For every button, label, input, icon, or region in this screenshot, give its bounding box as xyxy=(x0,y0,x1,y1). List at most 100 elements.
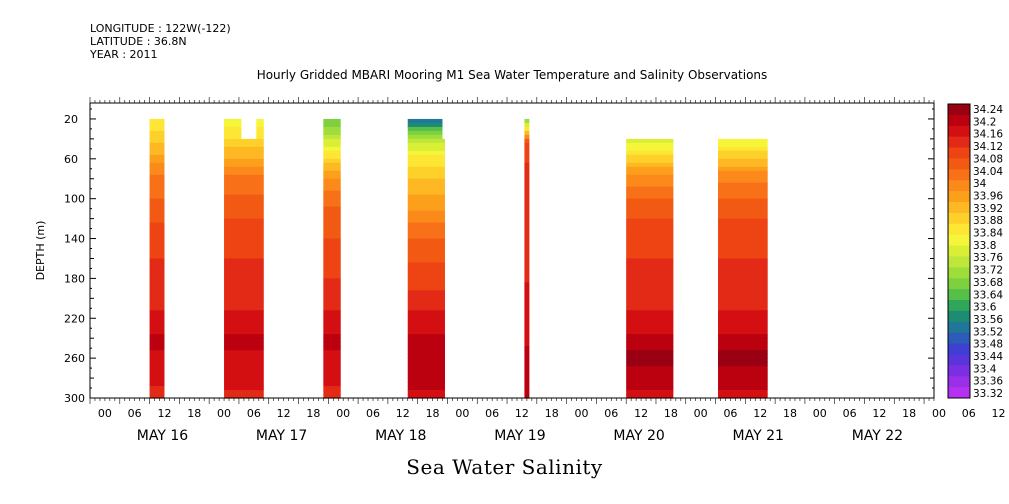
colorbar-swatch xyxy=(948,256,970,268)
data-cell xyxy=(323,242,341,248)
data-cell xyxy=(524,214,530,220)
colorbar-label: 33.6 xyxy=(973,302,997,314)
data-cell xyxy=(407,270,445,276)
colorbar-label: 34 xyxy=(973,178,987,190)
data-cell xyxy=(149,210,165,216)
data-cell xyxy=(524,274,530,280)
data-cell xyxy=(718,366,768,371)
data-cell xyxy=(323,386,341,391)
data-cell xyxy=(524,158,530,164)
data-cell xyxy=(524,230,530,236)
data-cell xyxy=(626,222,674,228)
colorbar-swatch xyxy=(948,300,970,312)
data-cell xyxy=(524,354,530,359)
data-cell xyxy=(524,350,530,355)
data-cell xyxy=(224,250,264,256)
data-cell xyxy=(718,298,768,303)
data-cell xyxy=(524,122,530,128)
data-cell xyxy=(524,130,530,136)
data-cell xyxy=(626,314,674,319)
colorbar-swatch xyxy=(948,234,970,247)
data-cell xyxy=(718,274,768,280)
colorbar-label: 33.96 xyxy=(973,190,1003,202)
data-cell xyxy=(718,238,768,244)
data-cell xyxy=(718,370,768,375)
data-cell xyxy=(524,326,530,331)
colorbar-label: 33.64 xyxy=(973,289,1003,301)
data-cell xyxy=(524,126,530,132)
x-hour-label: 00 xyxy=(336,407,350,420)
data-cell xyxy=(626,166,674,172)
data-cell xyxy=(626,154,674,160)
data-cell xyxy=(323,142,341,148)
data-cell xyxy=(224,162,264,168)
data-cell xyxy=(407,202,445,208)
data-cell xyxy=(224,222,264,228)
data-cell xyxy=(224,358,264,363)
data-cell xyxy=(626,206,674,212)
data-cell xyxy=(149,342,165,347)
data-cell xyxy=(626,282,674,287)
data-cell xyxy=(626,138,674,144)
colorbar-frame xyxy=(947,103,971,399)
data-cell xyxy=(718,254,768,260)
data-cell xyxy=(718,286,768,291)
data-cell xyxy=(626,150,674,156)
data-cell xyxy=(407,354,445,359)
colorbar-swatch xyxy=(948,202,970,214)
data-cell xyxy=(224,350,264,355)
data-cell xyxy=(718,166,768,172)
data-cell xyxy=(626,390,674,395)
data-cell xyxy=(626,302,674,307)
x-hour-label: 18 xyxy=(545,407,559,420)
data-cell xyxy=(718,246,768,252)
data-cell xyxy=(626,274,674,280)
data-cell xyxy=(407,306,445,311)
data-cell xyxy=(524,342,530,347)
data-cell xyxy=(149,318,165,323)
x-hour-label: 18 xyxy=(664,407,678,420)
data-block xyxy=(224,118,264,399)
data-cell xyxy=(323,166,341,172)
colorbar-swatch xyxy=(948,267,970,279)
data-cell xyxy=(224,318,264,323)
data-cell xyxy=(323,370,341,375)
data-cell xyxy=(224,242,264,248)
missing-data-gap xyxy=(442,114,445,139)
data-cell xyxy=(224,346,264,351)
data-cell xyxy=(149,386,165,391)
x-hour-label: 06 xyxy=(962,407,976,420)
data-cell xyxy=(524,322,530,327)
x-hour-label: 12 xyxy=(872,407,886,420)
data-cell xyxy=(626,346,674,351)
data-cell xyxy=(718,186,768,192)
data-cell xyxy=(224,390,264,395)
data-cell xyxy=(149,366,165,371)
colorbar-label: 33.88 xyxy=(973,215,1003,227)
data-cell xyxy=(524,282,530,287)
data-cell xyxy=(407,118,445,124)
x-hour-label: 06 xyxy=(485,407,499,420)
data-cell xyxy=(718,382,768,387)
data-cell xyxy=(149,350,165,355)
data-cell xyxy=(626,378,674,383)
data-cell xyxy=(224,290,264,295)
x-hour-label: 00 xyxy=(98,407,112,420)
data-cell xyxy=(323,390,341,395)
data-cell xyxy=(323,362,341,367)
data-cell xyxy=(718,338,768,343)
data-cell xyxy=(149,218,165,224)
data-cell xyxy=(149,162,165,168)
data-cell xyxy=(323,158,341,164)
data-cell xyxy=(407,378,445,383)
latitude-label: LATITUDE : 36.8N xyxy=(90,35,187,48)
data-cell xyxy=(626,386,674,391)
data-cell xyxy=(407,122,445,128)
data-cell xyxy=(626,262,674,268)
colorbar-label: 33.56 xyxy=(973,314,1003,326)
data-cell xyxy=(718,206,768,212)
data-cell xyxy=(407,242,445,248)
data-cell xyxy=(149,158,165,164)
data-cell xyxy=(524,306,530,311)
